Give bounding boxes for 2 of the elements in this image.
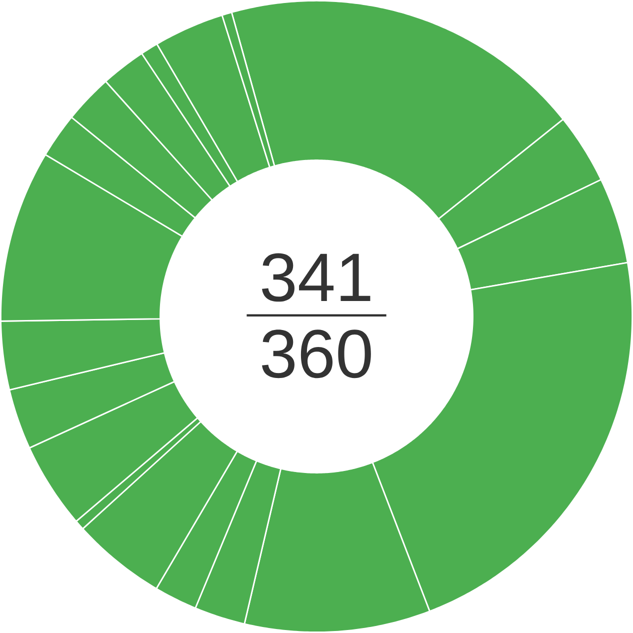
text: 341 [262,253,370,302]
text: 360 [262,330,371,378]
